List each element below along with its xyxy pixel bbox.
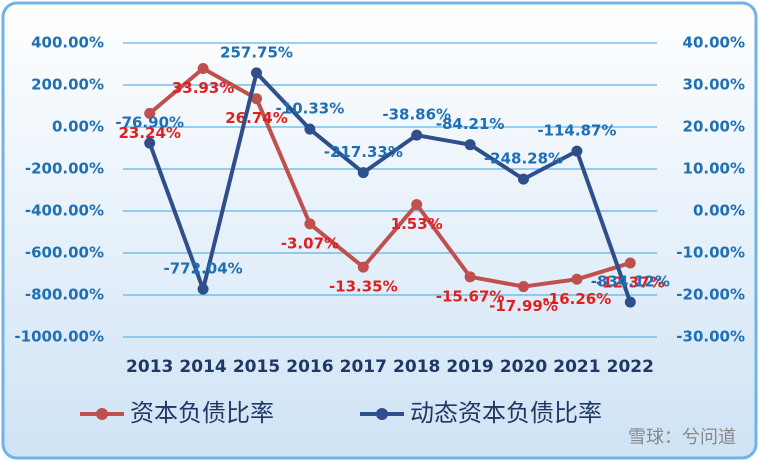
y2-tick-label: 0.00%: [693, 202, 745, 220]
data-point: [624, 296, 636, 308]
data-point: [144, 137, 156, 149]
data-point: [357, 261, 369, 273]
data-label: -772.04%: [164, 260, 243, 278]
y-tick-label: -800.00%: [25, 286, 104, 304]
data-point: [518, 173, 529, 185]
y-tick-label: 400.00%: [31, 34, 104, 52]
y-tick-label: -200.00%: [25, 160, 104, 178]
x-tick-label: 2013: [126, 357, 173, 377]
y2-tick-label: -20.00%: [676, 286, 745, 304]
data-point: [464, 271, 476, 283]
x-tick-label: 2019: [446, 357, 493, 377]
data-point: [144, 107, 156, 119]
series-line: [148, 66, 631, 289]
y-tick-label: -400.00%: [25, 202, 104, 220]
x-tick-label: 2018: [393, 357, 440, 377]
data-point: [251, 67, 262, 79]
series-line: [147, 70, 633, 303]
data-point: [304, 218, 316, 230]
data-point: [411, 129, 423, 141]
data-label: -3.07%: [281, 234, 339, 252]
data-label: -13.35%: [329, 278, 398, 296]
data-label: 33.93%: [172, 79, 234, 97]
data-label: 26.74%: [225, 109, 287, 127]
data-label: -15.67%: [436, 287, 505, 305]
x-tick-label: 2022: [607, 357, 654, 377]
x-tick-label: 2015: [233, 357, 280, 377]
x-tick-label: 2016: [286, 357, 333, 377]
watermark: 雪球：兮问道: [628, 427, 736, 448]
data-label: -217.33%: [324, 143, 403, 161]
legend-label: 资本负债比率: [130, 399, 274, 427]
y2-tick-label: 40.00%: [683, 34, 745, 52]
data-point: [571, 145, 583, 157]
data-label: -38.86%: [382, 106, 451, 124]
data-label: -10.33%: [276, 100, 345, 118]
data-point: [197, 62, 209, 74]
data-point: [251, 93, 262, 105]
data-point: [304, 123, 316, 135]
data-label: 23.24%: [118, 124, 180, 142]
data-point: [571, 273, 583, 285]
data-label: -76.90%: [115, 114, 184, 132]
data-label: -248.28%: [484, 150, 563, 168]
data-label: -114.87%: [537, 122, 616, 140]
data-label: -17.99%: [489, 297, 558, 315]
data-label: 257.75%: [220, 43, 293, 61]
y-tick-label: -1000.00%: [14, 328, 104, 346]
x-tick-label: 2017: [340, 357, 387, 377]
x-tick-label: 2021: [553, 357, 600, 377]
legend-label: 动态资本负债比率: [410, 399, 602, 427]
y2-tick-label: 20.00%: [683, 118, 745, 136]
y-tick-label: 0.00%: [52, 118, 104, 136]
data-label: -16.26%: [543, 290, 612, 308]
legend-marker: [96, 408, 108, 420]
data-label: 1.53%: [391, 215, 443, 233]
data-point: [197, 283, 209, 295]
y2-tick-label: 30.00%: [683, 76, 745, 94]
data-point: [518, 281, 529, 293]
y2-tick-label: 10.00%: [683, 160, 745, 178]
x-tick-label: 2014: [179, 357, 226, 377]
data-label: -834.12%: [591, 273, 670, 291]
y2-tick-label: -30.00%: [676, 328, 745, 346]
data-point: [624, 257, 636, 269]
data-point: [464, 139, 476, 151]
y-tick-label: 200.00%: [31, 76, 104, 94]
data-point: [411, 199, 423, 211]
y2-tick-label: -10.00%: [676, 244, 745, 262]
legend-marker: [376, 408, 388, 420]
y-tick-label: -600.00%: [25, 244, 104, 262]
x-tick-label: 2020: [500, 357, 547, 377]
data-label: -12.37%: [596, 273, 665, 291]
data-point: [357, 167, 369, 179]
data-label: -84.21%: [436, 115, 505, 133]
